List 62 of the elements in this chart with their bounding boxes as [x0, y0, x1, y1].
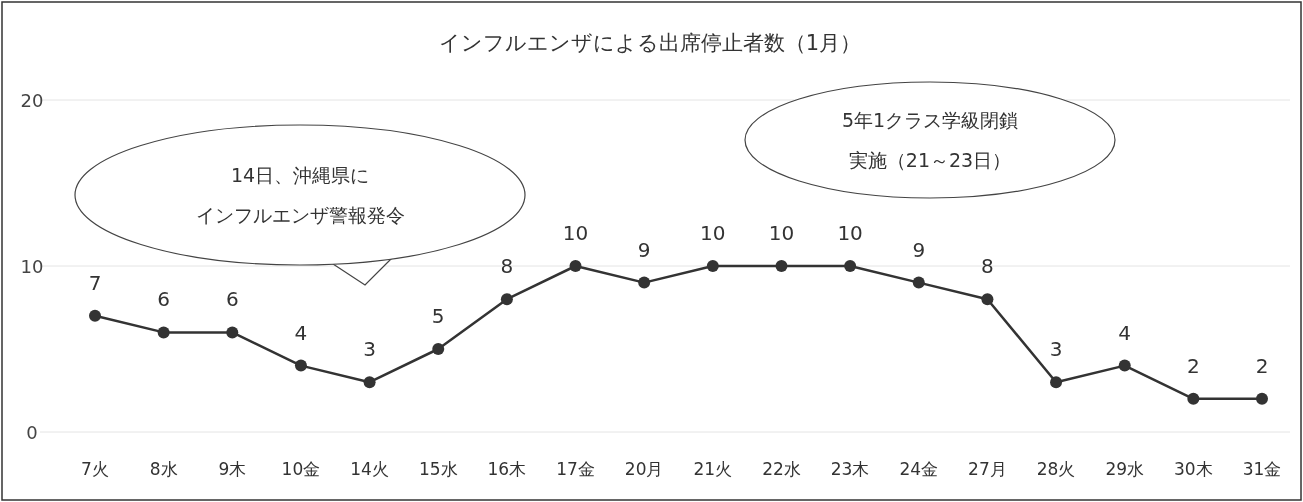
y-tick-label: 10 [20, 256, 44, 277]
chart-title: インフルエンザによる出席停止者数（1月） [438, 31, 862, 55]
x-tick-label: 8水 [149, 459, 178, 479]
point [1118, 359, 1131, 372]
data-label: 10 [700, 221, 726, 245]
point [432, 343, 445, 355]
data-label: 6 [225, 287, 239, 312]
x-tick-label: 10金 [281, 459, 321, 479]
y-tick-label: 0 [26, 422, 38, 443]
x-tick-label: 21火 [693, 459, 733, 479]
x-tick-label: 7火 [81, 459, 109, 479]
point [157, 326, 170, 339]
annotation: 5年1クラス学級閉鎖 [841, 109, 1019, 131]
point [775, 260, 788, 272]
x-tick-label: 23木 [830, 459, 870, 479]
data-label: 7 [88, 270, 102, 295]
annotation: 実施（21～23日） [848, 149, 1012, 171]
point [294, 359, 307, 372]
annotation: 14日、沖縄県に [230, 164, 370, 186]
x-tick-label: 15水 [418, 459, 458, 479]
x-tick-label: 27月 [968, 459, 1007, 479]
x-tick-label: 29水 [1105, 459, 1145, 479]
x-tick-label: 20月 [624, 459, 664, 479]
data-label: 5 [431, 304, 445, 328]
data-label: 4 [1118, 320, 1132, 345]
x-tick-label: 16木 [487, 459, 527, 479]
point [844, 260, 857, 272]
x-tick-label: 24金 [899, 459, 939, 479]
x-tick-label: 22水 [762, 459, 801, 479]
point [569, 260, 582, 272]
point [1050, 376, 1063, 389]
point [1187, 392, 1200, 405]
data-label: 9 [637, 237, 651, 262]
data-label: 2 [1255, 353, 1269, 378]
data-label: 10 [837, 221, 863, 245]
data-label: 4 [294, 320, 308, 345]
x-tick-label: 14火 [350, 459, 389, 479]
x-tick-label: 28火 [1036, 459, 1076, 479]
point [1256, 392, 1268, 405]
data-label: 10 [562, 221, 589, 245]
point [89, 309, 101, 322]
data-label: 8 [500, 254, 514, 279]
point [706, 260, 719, 272]
annotation: インフルエンザ警報発令 [195, 204, 405, 226]
data-label: 10 [768, 221, 795, 245]
data-label: 8 [981, 254, 994, 279]
x-tick-label: 30木 [1174, 459, 1213, 479]
x-tick-label: 9木 [218, 459, 247, 479]
point [912, 276, 925, 289]
data-label: 3 [363, 337, 376, 362]
x-tick-label: 31金 [1242, 459, 1282, 479]
point [981, 293, 994, 306]
point [226, 326, 239, 339]
data-label: 9 [912, 237, 926, 262]
point [500, 293, 513, 306]
y-tick-label: 20 [20, 90, 44, 111]
point [363, 376, 376, 389]
point [638, 276, 651, 289]
data-label: 3 [1049, 337, 1063, 362]
x-tick-label: 17金 [556, 459, 595, 479]
data-label: 6 [157, 287, 171, 312]
data-label: 2 [1186, 353, 1200, 378]
